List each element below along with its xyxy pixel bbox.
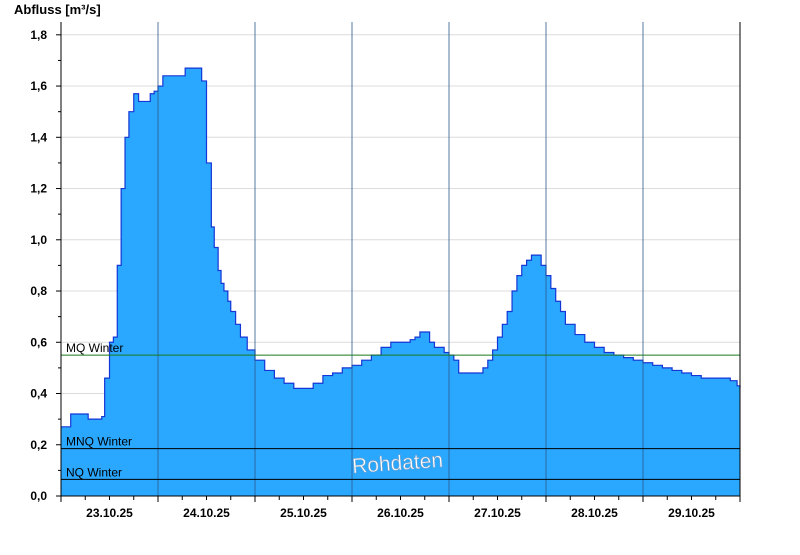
x-tick-label: 29.10.25 [668, 506, 715, 520]
x-tick-label: 24.10.25 [183, 506, 230, 520]
reference-line-label: MQ Winter [66, 341, 123, 355]
y-axis-label: Abfluss [m³/s] [14, 2, 101, 17]
y-tick-label: 0,4 [30, 387, 47, 401]
discharge-line [61, 67, 741, 428]
reference-line-label: MNQ Winter [66, 435, 132, 449]
x-tick-label: 28.10.25 [571, 506, 618, 520]
x-tick-label: 27.10.25 [474, 506, 521, 520]
x-tick-label: 25.10.25 [280, 506, 327, 520]
y-tick-label: 0,0 [30, 489, 47, 503]
y-tick-label: 0,6 [30, 335, 47, 349]
x-tick-label: 23.10.25 [86, 506, 133, 520]
y-tick-label: 0,8 [30, 284, 47, 298]
y-tick-label: 1,4 [30, 130, 47, 144]
discharge-area [61, 68, 740, 496]
y-tick-label: 0,2 [30, 438, 47, 452]
x-tick-label: 26.10.25 [377, 506, 424, 520]
y-tick-label: 1,0 [30, 233, 47, 247]
reference-line-label: NQ Winter [66, 465, 122, 479]
y-tick-label: 1,2 [30, 182, 47, 196]
y-tick-label: 1,8 [30, 28, 47, 42]
y-tick-label: 1,6 [30, 79, 47, 93]
